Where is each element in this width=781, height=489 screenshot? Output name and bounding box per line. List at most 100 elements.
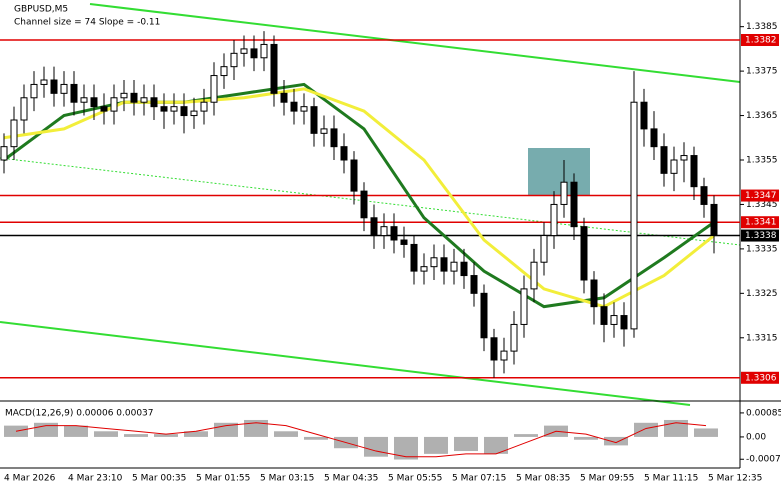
candle-body: [170, 106, 178, 112]
y-tick-label: 1.3365: [746, 111, 778, 121]
macd-bar: [364, 436, 388, 457]
macd-bar: [154, 434, 178, 437]
candle-body: [420, 266, 428, 272]
macd-bar: [274, 431, 298, 437]
candle-body: [250, 48, 258, 59]
candle-body: [470, 275, 478, 294]
candle-body: [70, 83, 78, 103]
candle-body: [10, 119, 18, 148]
candle-body: [560, 181, 568, 205]
candle-body: [430, 257, 438, 268]
candle-body: [20, 97, 28, 121]
macd-bar: [394, 436, 418, 460]
candle-body: [210, 75, 218, 103]
candle-body: [710, 203, 718, 237]
macd-bar: [34, 422, 58, 437]
candle-body: [340, 146, 348, 161]
candle-body: [380, 226, 388, 237]
candle-body: [140, 97, 148, 103]
candle-body: [80, 97, 88, 103]
level-label: 1.3306: [745, 373, 777, 383]
candle-body: [400, 239, 408, 245]
macd-bar: [244, 419, 268, 437]
x-tick-label: 5 Mar 01:55: [196, 474, 250, 484]
candle-body: [240, 48, 248, 54]
level-box: [741, 216, 779, 229]
candle-body: [440, 257, 448, 272]
candle-body: [310, 106, 318, 134]
y-tick-label: 1.3355: [746, 156, 778, 166]
candle-body: [100, 106, 108, 112]
candle-body: [110, 97, 118, 112]
y-tick-label: 1.3385: [746, 22, 778, 32]
candle-body: [660, 146, 668, 174]
level-label: 1.3338: [745, 231, 777, 241]
y-tick-label: 1.3315: [746, 333, 778, 343]
chart-title: GBPUSD,M5: [14, 5, 68, 15]
y-tick-label: -0.00079: [746, 455, 781, 465]
candle-body: [60, 83, 68, 94]
chart-subtitle: Channel size = 74 Slope = -0.11: [14, 18, 160, 28]
candle-body: [200, 101, 208, 112]
candle-body: [590, 279, 598, 308]
candle-body: [90, 97, 98, 108]
x-tick-label: 5 Mar 07:15: [452, 474, 506, 484]
candle-body: [610, 315, 618, 325]
level-label: 1.3382: [745, 36, 777, 46]
candle-body: [690, 155, 698, 188]
level-box: [741, 229, 779, 242]
macd-bar: [514, 434, 538, 437]
candle-body: [630, 101, 638, 330]
candle-body: [580, 226, 588, 281]
candle-body: [50, 79, 58, 94]
candle-body: [490, 337, 498, 361]
macd-bar: [454, 436, 478, 452]
candle-body: [480, 292, 488, 339]
candle-body: [40, 79, 48, 85]
candle-body: [300, 106, 308, 112]
candle-body: [270, 43, 278, 94]
candle-body: [540, 235, 548, 263]
macd-bar: [64, 425, 88, 437]
macd-bar: [4, 425, 28, 437]
candle-body: [640, 101, 648, 130]
candle-body: [290, 101, 298, 112]
candle-body: [180, 106, 188, 117]
macd-bar: [604, 436, 628, 446]
candle-body: [320, 128, 328, 134]
x-tick-label: 5 Mar 11:15: [644, 474, 698, 484]
candle-body: [150, 97, 158, 108]
x-tick-label: 5 Mar 05:55: [388, 474, 442, 484]
candle-body: [130, 92, 138, 103]
level-label: 1.3347: [745, 191, 777, 201]
candle-body: [230, 52, 238, 68]
candle-body: [600, 306, 608, 325]
macd-bar: [94, 431, 118, 437]
macd-bar: [184, 431, 208, 437]
x-tick-label: 5 Mar 09:55: [580, 474, 634, 484]
candle-body: [350, 159, 358, 192]
candle-body: [260, 43, 268, 59]
candle-body: [500, 350, 508, 361]
candle-body: [650, 128, 658, 148]
y-tick-label: 1.3335: [746, 244, 778, 254]
candle-body: [510, 323, 518, 352]
macd-bar: [304, 436, 328, 440]
candle-body: [120, 92, 128, 99]
candle-body: [370, 217, 378, 237]
candle-body: [680, 155, 688, 161]
macd-title: MACD(12,26,9) 0.00006 0.00037: [5, 409, 154, 419]
x-tick-label: 5 Mar 00:35: [132, 474, 186, 484]
x-tick-label: 5 Mar 03:15: [260, 474, 314, 484]
candle-body: [0, 146, 8, 161]
candle-body: [360, 190, 368, 219]
candle-body: [550, 203, 558, 237]
macd-bar: [634, 422, 658, 437]
candle-body: [620, 315, 628, 330]
candle-body: [570, 181, 578, 228]
candle-body: [530, 261, 538, 290]
candle-body: [700, 186, 708, 205]
x-tick-label: 5 Mar 12:35: [708, 474, 762, 484]
